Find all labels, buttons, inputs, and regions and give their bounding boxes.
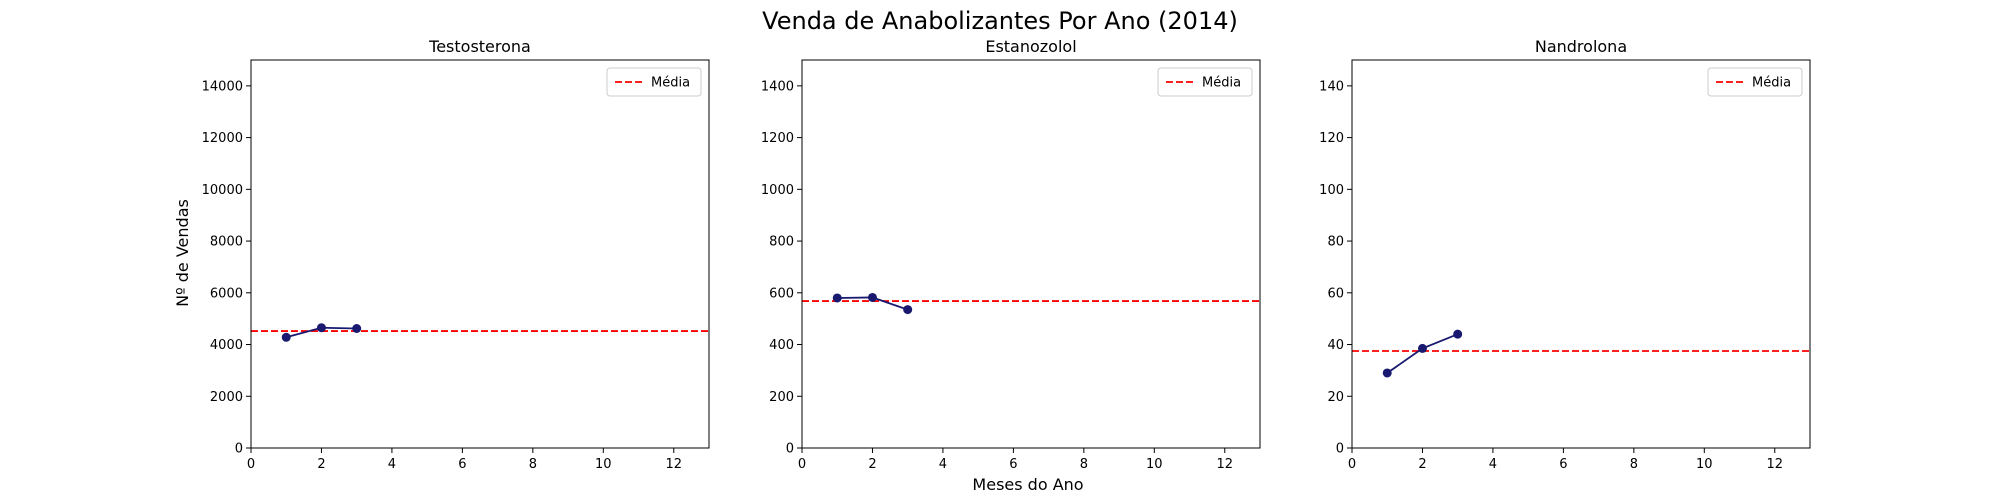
x-tick-label: 12 xyxy=(1216,457,1233,472)
legend-label: Média xyxy=(1202,76,1241,91)
x-tick-label: 6 xyxy=(1009,457,1017,472)
y-tick-label: 40 xyxy=(1327,338,1344,353)
data-point xyxy=(903,305,913,315)
data-point xyxy=(1382,368,1392,378)
x-tick-label: 4 xyxy=(388,457,396,472)
y-tick-label: 60 xyxy=(1327,286,1344,301)
y-tick-label: 80 xyxy=(1327,235,1344,250)
x-tick-label: 12 xyxy=(1766,457,1783,472)
y-tick-label: 200 xyxy=(769,390,794,405)
x-tick-label: 10 xyxy=(1146,457,1163,472)
x-tick-label: 8 xyxy=(529,457,537,472)
plot-frame xyxy=(1351,59,1811,449)
legend-box xyxy=(606,67,702,97)
subplot-title: Estanozolol xyxy=(985,37,1076,56)
subplot-title: Testosterona xyxy=(428,37,531,56)
y-tick-label: 12000 xyxy=(202,131,243,146)
x-tick-label: 8 xyxy=(1080,457,1088,472)
y-tick-label: 2000 xyxy=(210,390,243,405)
y-tick-label: 1200 xyxy=(761,131,794,146)
y-tick-label: 800 xyxy=(769,235,794,250)
series-line xyxy=(1386,333,1459,374)
x-tick-label: 0 xyxy=(798,457,806,472)
y-tick-label: 8000 xyxy=(210,235,243,250)
plot-frame xyxy=(250,59,710,449)
plot-frame xyxy=(801,59,1261,449)
y-tick-label: 4000 xyxy=(210,338,243,353)
y-tick-label: 1000 xyxy=(761,183,794,198)
x-tick-label: 4 xyxy=(939,457,947,472)
x-tick-label: 0 xyxy=(1348,457,1356,472)
data-point xyxy=(1453,329,1463,339)
y-tick-label: 0 xyxy=(786,442,794,457)
y-tick-label: 400 xyxy=(769,338,794,353)
y-tick-label: 20 xyxy=(1327,390,1344,405)
y-tick-label: 14000 xyxy=(202,79,243,94)
y-tick-label: 140 xyxy=(1319,79,1344,94)
y-tick-label: 10000 xyxy=(202,183,243,198)
figure-title: Venda de Anabolizantes Por Ano (2014) xyxy=(762,7,1238,35)
y-tick-label: 120 xyxy=(1319,131,1344,146)
data-point xyxy=(867,292,877,302)
y-tick-label: 1400 xyxy=(761,79,794,94)
x-tick-label: 6 xyxy=(1559,457,1567,472)
data-point xyxy=(316,323,326,333)
x-tick-label: 0 xyxy=(247,457,255,472)
legend-box xyxy=(1707,67,1803,97)
x-tick-label: 10 xyxy=(595,457,612,472)
y-tick-label: 600 xyxy=(769,286,794,301)
data-point xyxy=(352,323,362,333)
subplot-title: Nandrolona xyxy=(1535,37,1627,56)
x-tick-label: 4 xyxy=(1489,457,1497,472)
legend-label: Média xyxy=(1752,76,1791,91)
x-tick-label: 2 xyxy=(1418,457,1426,472)
data-point xyxy=(281,332,291,342)
data-point xyxy=(832,293,842,303)
subplot-1: Testosterona 0 2 4 6 8 10 12 0 2000 4000 6000 8000 10… xyxy=(202,37,710,472)
y-tick-label: 100 xyxy=(1319,183,1344,198)
data-point xyxy=(1417,343,1427,353)
subplot-2: Estanozolol 0 2 4 6 8 10 12 0 200 400 600 800 1000 120… xyxy=(761,37,1261,472)
x-tick-label: 2 xyxy=(317,457,325,472)
y-tick-label: 0 xyxy=(1336,442,1344,457)
x-tick-label: 6 xyxy=(458,457,466,472)
legend-box xyxy=(1157,67,1253,97)
y-tick-label: 0 xyxy=(235,442,243,457)
x-tick-label: 10 xyxy=(1696,457,1713,472)
x-tick-label: 12 xyxy=(665,457,682,472)
x-axis-label: Meses do Ano xyxy=(972,475,1083,494)
legend-label: Média xyxy=(651,76,690,91)
y-axis-label: Nº de Vendas xyxy=(173,199,192,307)
x-tick-label: 8 xyxy=(1630,457,1638,472)
x-tick-label: 2 xyxy=(868,457,876,472)
y-tick-label: 6000 xyxy=(210,286,243,301)
